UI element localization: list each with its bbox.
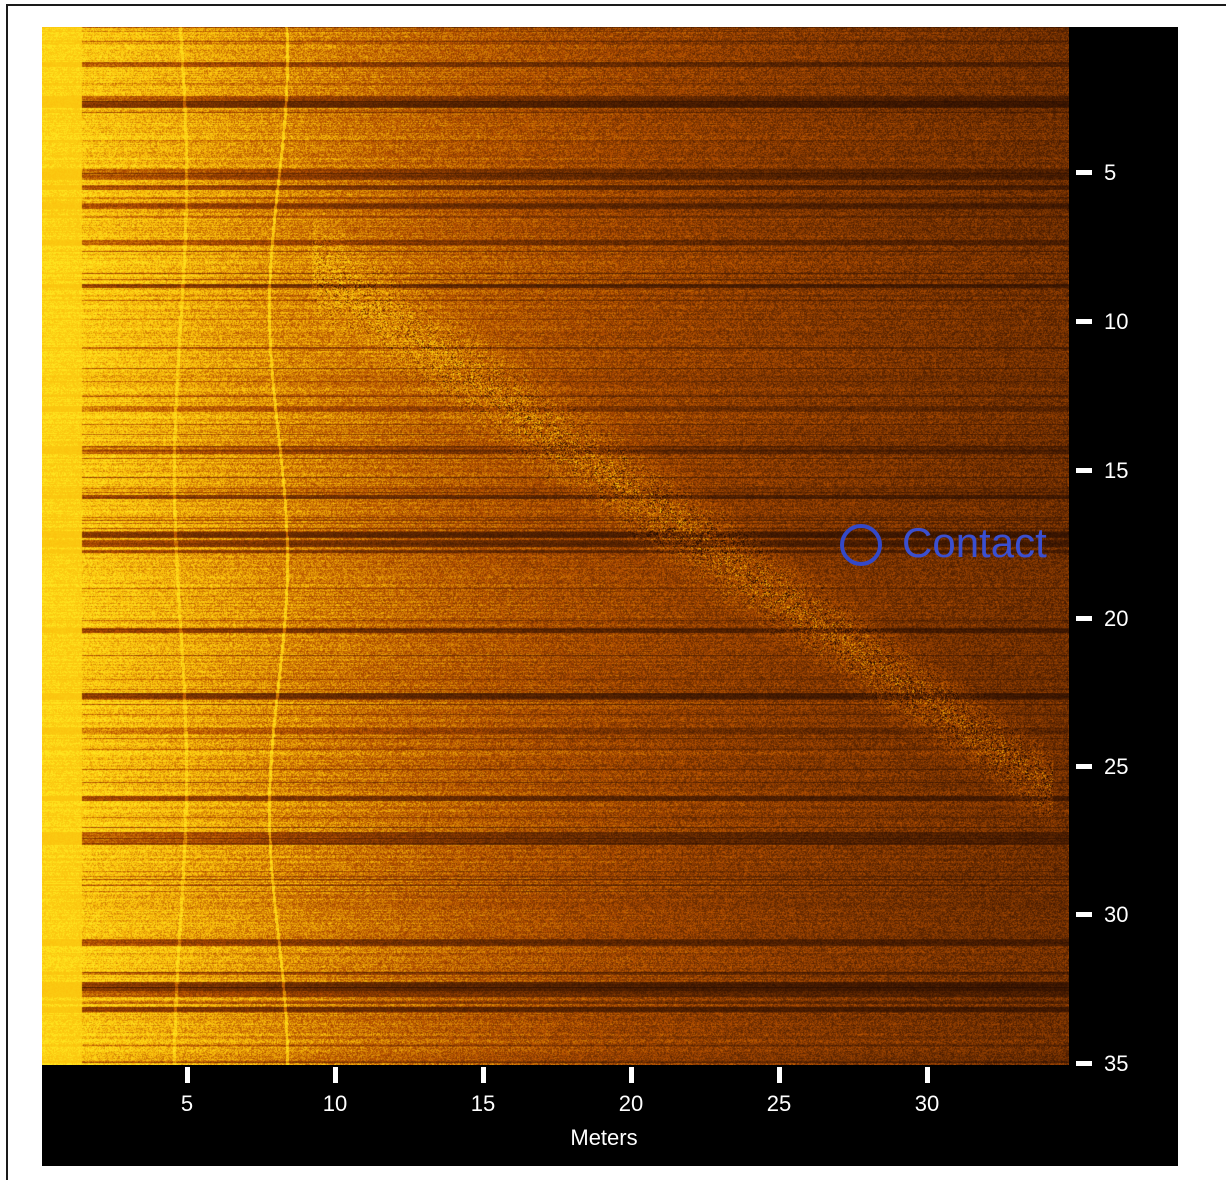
y-tick-mark [1076,319,1092,324]
x-tick-mark [185,1067,190,1083]
y-tick-mark [1076,616,1092,621]
sonar-waterfall [42,27,1069,1065]
x-tick-mark [481,1067,486,1083]
y-tick-label: 10 [1104,309,1129,334]
x-tick-label: 25 [766,1091,792,1116]
x-tick-label: 30 [914,1091,940,1116]
contact-label[interactable]: Contact [902,519,1047,566]
x-tick-label: 20 [618,1091,644,1116]
frame-line-top [6,4,1226,6]
y-tick-label: 35 [1104,1051,1129,1076]
x-tick-mark [777,1067,782,1083]
y-tick-mark [1076,468,1092,473]
x-tick-mark [333,1067,338,1083]
x-tick-mark [629,1067,634,1083]
y-tick-mark [1076,912,1092,917]
x-tick-label: 15 [470,1091,496,1116]
y-tick-label: 5 [1104,160,1117,185]
frame-line-left [6,4,8,1180]
x-tick-mark [925,1067,930,1083]
x-tick-label: 10 [322,1091,348,1116]
y-tick-label: 25 [1104,754,1129,779]
contact-circle-icon[interactable] [840,524,882,566]
x-axis-title: Meters [570,1125,638,1150]
y-tick-mark [1076,764,1092,769]
y-tick-mark [1076,170,1092,175]
y-tick-mark [1076,1061,1092,1066]
y-tick-label: 20 [1104,606,1129,631]
sidescan-sonar-image: Contact [42,27,1069,1065]
y-tick-label: 30 [1104,902,1129,927]
y-tick-label: 15 [1104,458,1129,483]
sonar-viewer: Contact 5 10 15 20 25 30 Meters 5 10 15 … [42,27,1178,1166]
x-tick-label: 5 [180,1091,194,1116]
